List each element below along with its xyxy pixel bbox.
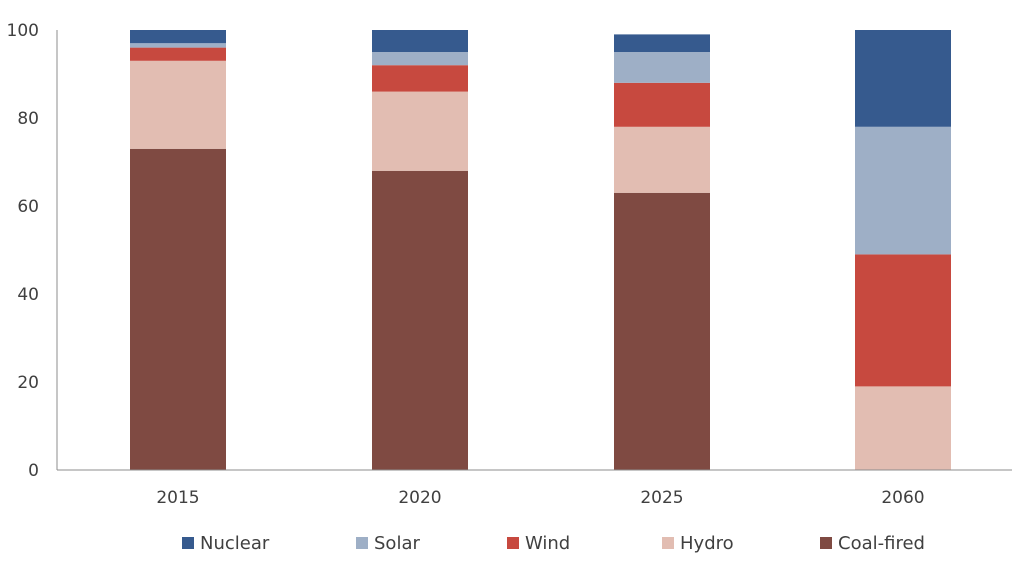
bar-segment-wind-2060 <box>855 254 951 387</box>
bars-layer <box>130 30 951 471</box>
bar-segment-coal-fired-2015 <box>130 148 226 471</box>
bar-segment-hydro-2060 <box>855 386 951 470</box>
legend-item-coal-fired: Coal-fired <box>820 530 925 556</box>
stacked-bar-chart: 0 20 40 60 80 100 2015 2020 2025 2060 <box>7 21 1012 508</box>
y-tick-label: 40 <box>17 285 39 305</box>
legend-item-hydro: Hydro <box>662 530 734 556</box>
bar-segment-nuclear-2060 <box>855 30 951 127</box>
legend-label: Nuclear <box>200 532 270 554</box>
y-tick-label: 60 <box>17 197 39 217</box>
y-tick-label: 100 <box>7 21 39 41</box>
chart-legend: Nuclear Solar Wind Hydro Coal-fired <box>0 530 1024 556</box>
bar-segment-nuclear-2020 <box>372 30 468 52</box>
legend-item-nuclear: Nuclear <box>182 530 269 556</box>
bar-segment-coal-fired-2020 <box>372 170 468 471</box>
bar-segment-nuclear-2015 <box>130 30 226 44</box>
bar-segment-solar-2060 <box>855 126 951 255</box>
bar-segment-hydro-2020 <box>372 91 468 171</box>
legend-label: Coal-fired <box>838 532 925 554</box>
bar-segment-hydro-2025 <box>614 126 710 193</box>
x-tick-label: 2060 <box>881 488 924 508</box>
legend-swatch-nuclear <box>182 537 194 549</box>
x-tick-label: 2015 <box>156 488 199 508</box>
bar-segment-solar-2020 <box>372 52 468 66</box>
legend-swatch-wind <box>507 537 519 549</box>
axes-layer <box>56 30 1012 471</box>
bar-segment-wind-2025 <box>614 82 710 127</box>
legend-swatch-coal-fired <box>820 537 832 549</box>
bar-segment-wind-2020 <box>372 65 468 92</box>
ticks-layer: 0 20 40 60 80 100 2015 2020 2025 2060 <box>7 21 925 508</box>
legend-swatch-solar <box>356 537 368 549</box>
bar-segment-nuclear-2025 <box>614 34 710 52</box>
legend-label: Wind <box>525 532 571 554</box>
legend-label: Solar <box>374 532 420 554</box>
bar-segment-solar-2025 <box>614 52 710 83</box>
bar-segment-wind-2015 <box>130 47 226 61</box>
bar-segment-coal-fired-2025 <box>614 192 710 471</box>
legend-item-wind: Wind <box>507 530 570 556</box>
legend-swatch-hydro <box>662 537 674 549</box>
x-tick-label: 2025 <box>640 488 683 508</box>
y-tick-label: 20 <box>17 373 39 393</box>
legend-item-solar: Solar <box>356 530 420 556</box>
x-tick-label: 2020 <box>398 488 441 508</box>
bar-segment-hydro-2015 <box>130 60 226 149</box>
bar-segment-solar-2015 <box>130 43 226 48</box>
y-tick-label: 0 <box>28 461 39 481</box>
y-tick-label: 80 <box>17 109 39 129</box>
legend-label: Hydro <box>680 532 734 554</box>
